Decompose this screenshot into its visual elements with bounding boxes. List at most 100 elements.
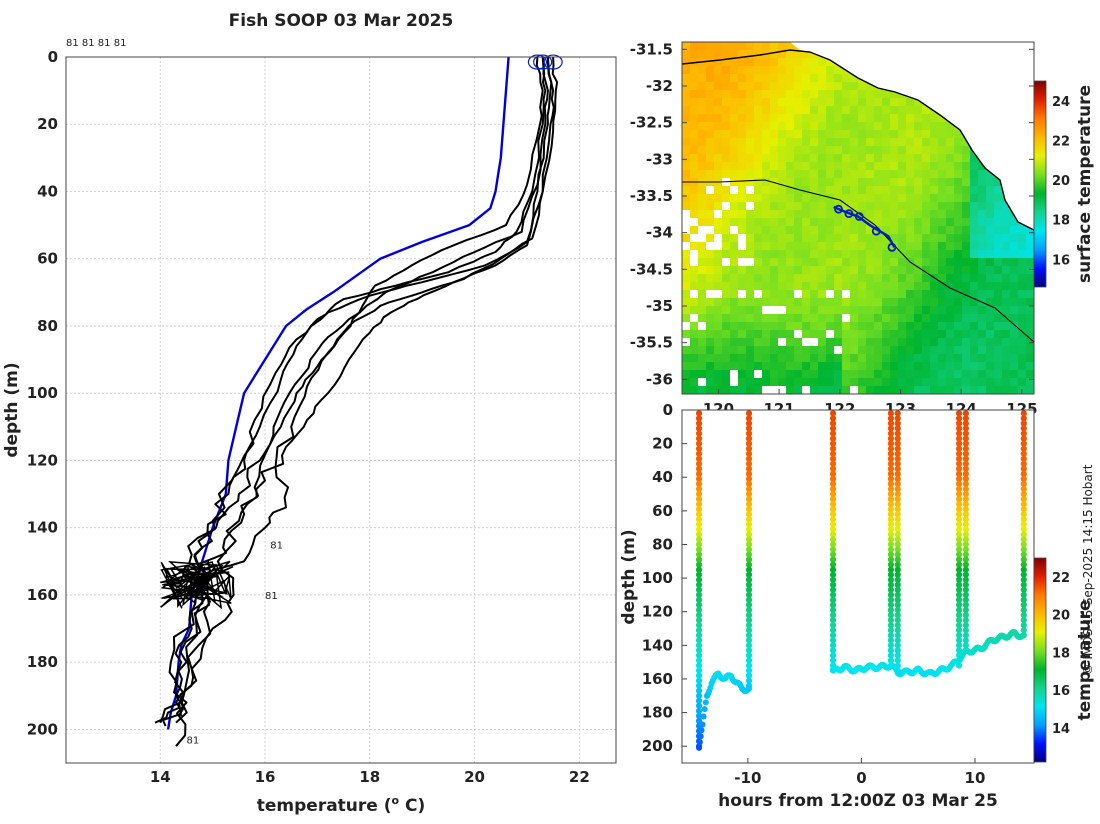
section-data-point: [745, 435, 753, 442]
sst-cell: [690, 282, 699, 291]
sst-cell: [850, 314, 859, 323]
sst-cell: [954, 362, 963, 371]
sst-cell: [762, 146, 771, 155]
sst-cell: [890, 330, 899, 339]
sst-cell: [706, 226, 715, 235]
sst-cell: [818, 82, 827, 91]
sst-cell: [706, 250, 715, 259]
sst-cell: [786, 314, 795, 323]
sst-cell: [850, 82, 859, 91]
section-data-point: [829, 511, 837, 518]
sst-cell: [850, 386, 859, 394]
sst-cell: [794, 210, 803, 219]
sst-cell: [722, 338, 731, 347]
sst-cell: [802, 106, 811, 115]
sst-cell: [842, 314, 851, 323]
section-data-point: [695, 415, 703, 422]
sst-cell: [754, 162, 763, 171]
sst-cell: [842, 354, 851, 363]
sst-cell: [714, 250, 723, 259]
sst-cell: [858, 226, 867, 235]
sst-cell: [842, 138, 851, 147]
sst-cell: [890, 154, 899, 163]
map-colorbar-tick-label: 16: [1052, 253, 1070, 268]
sst-cell: [810, 178, 819, 187]
sst-cell: [698, 314, 707, 323]
sst-cell: [794, 322, 803, 331]
section-data-point: [1020, 440, 1027, 447]
section-data-point: [745, 571, 753, 578]
sst-cell: [946, 154, 955, 163]
section-data-point: [887, 611, 895, 619]
section-data-point: [962, 617, 969, 624]
sst-cell: [834, 346, 843, 355]
sst-cell: [818, 330, 827, 339]
sst-cell: [1010, 290, 1019, 299]
sst-cell: [978, 378, 987, 387]
sst-cell: [906, 362, 915, 371]
sst-cell: [938, 258, 947, 267]
section-data-point: [955, 531, 963, 538]
sst-cell: [794, 82, 803, 91]
section-data-point: [829, 576, 837, 583]
sst-cell: [874, 202, 883, 211]
sst-cell: [810, 162, 819, 171]
sst-cell: [994, 290, 1003, 299]
section-bottom-point: [699, 721, 706, 728]
map-colorbar-tick-label: 18: [1052, 214, 1070, 229]
section-data-point: [1020, 526, 1027, 533]
sst-cell: [898, 146, 907, 155]
sst-cell: [746, 250, 755, 259]
sst-cell: [730, 58, 739, 67]
sst-cell: [770, 194, 779, 203]
section-data-point: [829, 531, 837, 538]
sst-cell: [786, 106, 795, 115]
sst-cell: [706, 186, 715, 195]
sst-cell: [930, 386, 939, 394]
sst-cell: [970, 194, 979, 203]
sst-cell: [978, 234, 987, 243]
profile-id-annotation: 81: [265, 591, 278, 602]
sst-cell: [778, 242, 787, 251]
sst-cell: [730, 202, 739, 211]
sst-cell: [754, 58, 763, 67]
sst-cell: [778, 378, 787, 387]
sst-cell: [698, 98, 707, 107]
sst-cell: [706, 242, 715, 251]
sst-cell: [738, 82, 747, 91]
sst-cell: [938, 266, 947, 275]
sst-cell: [834, 138, 843, 147]
sst-cell: [858, 266, 867, 275]
sst-cell: [842, 130, 851, 139]
sst-cell: [986, 298, 995, 307]
sst-cell: [850, 274, 859, 283]
sst-cell: [810, 346, 819, 355]
section-data-point: [887, 465, 895, 472]
sst-cell: [954, 274, 963, 283]
sst-cell: [874, 162, 883, 171]
sst-cell: [730, 178, 739, 187]
sst-cell: [850, 354, 859, 363]
sst-cell: [794, 234, 803, 243]
section-y-tick-label: 0: [663, 401, 673, 419]
chart-title: Fish SOOP 03 Mar 2025: [229, 11, 454, 31]
sst-cell: [826, 266, 835, 275]
sst-cell: [746, 130, 755, 139]
sst-cell: [922, 130, 931, 139]
sst-cell: [754, 266, 763, 275]
sst-cell: [850, 234, 859, 243]
section-data-point: [894, 485, 901, 493]
sst-cell: [858, 106, 867, 115]
sst-cell: [986, 338, 995, 347]
sst-cell: [866, 90, 875, 99]
sst-cell: [746, 42, 755, 51]
sst-cell: [978, 162, 987, 171]
sst-cell: [818, 354, 827, 363]
sst-cell: [898, 138, 907, 147]
sst-cell: [810, 194, 819, 203]
sst-cell: [714, 306, 723, 315]
sst-cell: [954, 378, 963, 387]
section-data-point: [1020, 465, 1027, 472]
section-data-point: [695, 682, 703, 689]
